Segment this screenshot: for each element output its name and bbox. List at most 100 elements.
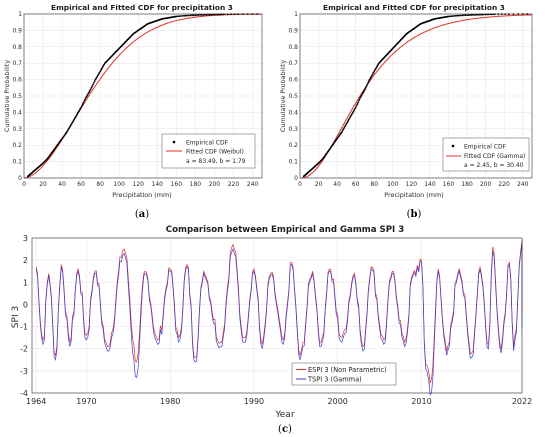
panel-a-empirical-point-63: [73, 118, 75, 121]
panel-a-empirical-point-194: [178, 15, 181, 18]
panel-a-empirical-point-75: [82, 101, 85, 104]
panel-a-axes-frame: [23, 13, 263, 179]
panel-b-empirical-point-204: [466, 14, 468, 16]
panel-a-ytick-9: 0.9: [12, 27, 22, 34]
panel-c-caption: (c): [278, 424, 292, 435]
panel-b-empirical-point-96: [373, 70, 376, 73]
panel-a-empirical-point-60: [70, 123, 73, 125]
panel-b-empirical-point-87: [366, 83, 369, 86]
panel-b-empirical-point-94: [371, 73, 374, 75]
panel-a-empirical-point-211: [205, 13, 208, 16]
panel-c-xtick-3: 1990: [244, 397, 264, 406]
panel-a-empirical-point-198: [184, 14, 187, 17]
panel-a-empirical-point-204: [194, 14, 197, 16]
panel-b-xtick-1: 20: [315, 181, 323, 188]
panel-b-ytick-8: 0.8: [288, 44, 298, 51]
panel-b-xtick-12: 240: [517, 181, 529, 188]
panel-b-legend-marker-empirical: [451, 144, 455, 148]
panel-b-empirical-point-79: [360, 95, 362, 98]
panel-c-ticks: 1964 1970 1980 1990 2000 2010 2022 -4 -3 -2 -1 0 1 2 3: [20, 234, 532, 406]
panel-b-ytick-6: 0.6: [288, 77, 298, 84]
panel-b-empirical-point-193: [449, 15, 451, 18]
panel-b-empirical-point-98: [374, 67, 377, 70]
panel-b-ytick-1: 0.1: [288, 159, 298, 166]
panel-b-empirical-point-101: [377, 63, 379, 66]
panel-b-empirical-point-54: [340, 131, 343, 134]
panel-b-empirical-point-58: [344, 125, 346, 128]
panel-b-empirical-point-92: [370, 76, 372, 78]
panel-c-xlabel: Year: [274, 410, 294, 420]
panel-a-xtick-11: 220: [228, 181, 240, 188]
panel-c-legend: ESPI 3 (Non Parametric) TSPI 3 (Gamma): [291, 362, 397, 386]
panel-c-ytick-3: -1: [20, 323, 28, 332]
panel-b-empirical-point-75: [357, 101, 359, 104]
panel-b-empirical-point-62: [347, 120, 349, 122]
panel-a-xtick-3: 60: [77, 181, 85, 188]
panel-a-empirical-point-93: [96, 74, 99, 77]
panel-c-ytick-2: -2: [20, 345, 28, 354]
panel-b-xtick-0: 0: [298, 181, 302, 188]
panel-a-empirical-point-82: [88, 91, 90, 94]
panel-a-empirical-point-193: [177, 15, 179, 18]
panel-b-empirical-point-73: [355, 104, 358, 107]
panel-a-xtick-6: 120: [133, 181, 145, 188]
panel-b-empirical-point-64: [348, 117, 351, 120]
panel-b-ytick-0: 0: [294, 175, 298, 182]
panel-a-xtick-4: 80: [96, 181, 104, 188]
panel-a: Empirical and Fitted CDF for precipitati…: [3, 3, 263, 220]
panel-a-ytick-3: 0.3: [12, 126, 22, 133]
panel-a-xtick-7: 140: [152, 181, 164, 188]
panel-b-ticks: 0 20 40 60 80 100 120 140 160 180 200 220 240 0 0.1 0.2…: [288, 11, 528, 188]
panel-a-empirical-point-95: [98, 71, 101, 74]
panel-b-ytick-5: 0.5: [288, 93, 298, 100]
panel-c-ytick-0: -4: [20, 389, 28, 398]
panel-a-empirical-points: [26, 13, 259, 178]
panel-a-empirical-point-59: [69, 124, 72, 127]
panel-a-empirical-point-80: [86, 94, 89, 96]
panel-a-empirical-point-92: [96, 76, 98, 78]
panel-b-ytick-3: 0.3: [288, 126, 298, 133]
panel-b-empirical-point-80: [361, 94, 363, 96]
panel-c-legend-box: [291, 362, 397, 386]
panel-a-empirical-point-74: [81, 103, 84, 106]
panel-a-empirical-point-199: [186, 14, 189, 17]
panel-b-legend: Empirical CDF Fitted CDF (Gamma) a = 2.4…: [442, 137, 530, 172]
panel-b-empirical-point-72: [354, 106, 357, 109]
panel-a-empirical-point-98: [100, 67, 103, 70]
panel-a-legend-fitted: Fitted CDF (Weibul): [186, 149, 244, 156]
panel-a-empirical-point-54: [65, 131, 68, 134]
panel-b-xtick-11: 220: [498, 181, 510, 188]
panel-b-xtick-7: 140: [424, 181, 436, 188]
panel-a-legend-marker-empirical: [172, 140, 176, 144]
panel-b-fitted-cdf-line: [299, 14, 532, 179]
panel-a-empirical-point-65: [74, 116, 77, 118]
panel-b-empirical-point-76: [357, 100, 360, 102]
panel-c-xtick-6: 2022: [512, 397, 532, 406]
panel-b-xtick-8: 160: [443, 181, 455, 188]
panel-a-empirical-point-210: [204, 13, 206, 16]
panel-b-empirical-point-198: [456, 14, 459, 17]
panel-b-ytick-7: 0.7: [288, 60, 298, 67]
panel-a-ytick-0: 0: [18, 175, 22, 182]
panel-a-caption-open: (: [135, 209, 139, 220]
panel-a-empirical-point-78: [85, 96, 87, 99]
panel-c-ytick-1: -3: [20, 367, 28, 376]
panel-b-empirical-point-196: [453, 15, 456, 17]
panel-a-empirical-point-66: [75, 114, 78, 117]
panel-b-axes-frame: [299, 13, 533, 179]
panel-b-empirical-point-211: [477, 13, 479, 16]
panel-a-empirical-point-100: [102, 65, 105, 67]
panel-c-espi-line: [35, 240, 523, 384]
panel-b-ytick-10: 1: [294, 11, 298, 18]
panel-c-ylabel: SPI 3: [11, 306, 21, 328]
panel-a-ytick-7: 0.7: [12, 60, 22, 67]
panel-b-empirical-point-60: [345, 123, 348, 125]
panel-b-ytick-4: 0.4: [288, 109, 298, 116]
panel-a-empirical-point-89: [93, 80, 96, 83]
panel-b-empirical-point-85: [364, 86, 367, 89]
panel-b-empirical-point-90: [368, 78, 371, 81]
panel-c-xtick-0: 1964: [26, 397, 46, 406]
panel-a-caption-close: ): [145, 209, 149, 220]
panel-b-empirical-point-194: [450, 15, 453, 18]
